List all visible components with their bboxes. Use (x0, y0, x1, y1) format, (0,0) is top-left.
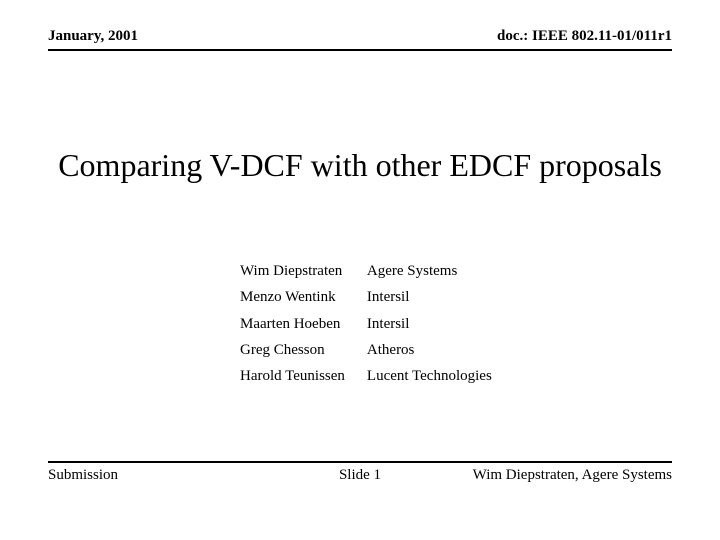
slide-title: Comparing V-DCF with other EDCF proposal… (48, 145, 672, 185)
slide-footer: Slide 1 Submission Wim Diepstraten, Ager… (48, 461, 672, 484)
author-row: Maarten HoebenIntersil (240, 311, 492, 337)
author-org: Lucent Technologies (367, 363, 492, 389)
author-name: Menzo Wentink (240, 284, 367, 310)
author-name: Greg Chesson (240, 337, 367, 363)
slide-header: January, 2001 doc.: IEEE 802.11-01/011r1 (48, 28, 672, 51)
header-date: January, 2001 (48, 28, 138, 45)
author-row: Wim DiepstratenAgere Systems (240, 258, 492, 284)
header-docref: doc.: IEEE 802.11-01/011r1 (497, 28, 672, 45)
author-org: Intersil (367, 284, 492, 310)
author-org: Intersil (367, 311, 492, 337)
author-org: Atheros (367, 337, 492, 363)
author-name: Maarten Hoeben (240, 311, 367, 337)
author-org: Agere Systems (367, 258, 492, 284)
footer-left: Submission (48, 467, 118, 484)
author-name: Wim Diepstraten (240, 258, 367, 284)
author-list: Wim DiepstratenAgere SystemsMenzo Wentin… (240, 258, 492, 389)
author-table: Wim DiepstratenAgere SystemsMenzo Wentin… (240, 258, 492, 389)
author-name: Harold Teunissen (240, 363, 367, 389)
author-row: Harold TeunissenLucent Technologies (240, 363, 492, 389)
author-row: Greg ChessonAtheros (240, 337, 492, 363)
author-row: Menzo WentinkIntersil (240, 284, 492, 310)
footer-author: Wim Diepstraten, Agere Systems (473, 467, 672, 484)
